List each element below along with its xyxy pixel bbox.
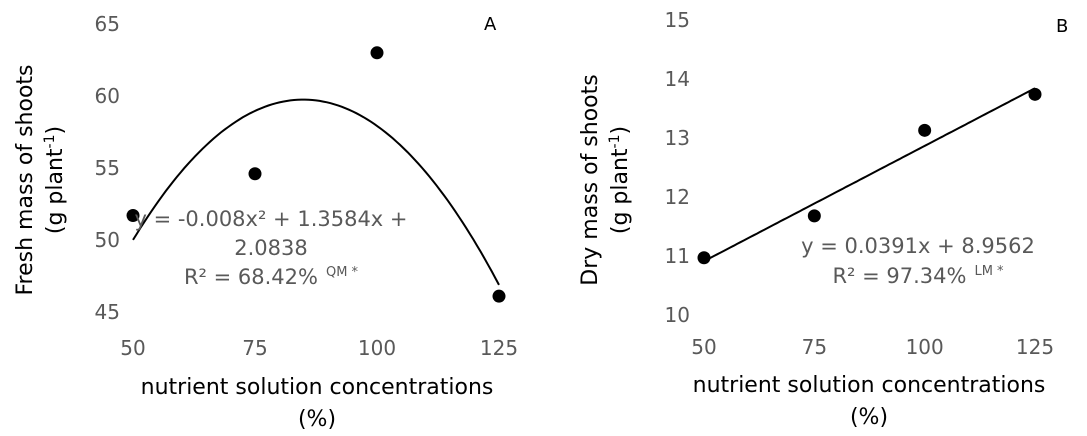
panel-a-x-axis-label-line1: nutrient solution concentrations bbox=[141, 375, 494, 400]
panel-b-x-axis-label-line2: (%) bbox=[850, 405, 888, 430]
panel-b-y-tick-label: 15 bbox=[665, 8, 690, 32]
panel-a-y-tick-label: 55 bbox=[95, 156, 120, 180]
panel-b-data-point bbox=[918, 123, 932, 137]
panel-b-r2-value: R² = 97.34% bbox=[832, 264, 966, 288]
panel-a-equation-line1: y = -0.008x² + 1.3584x + bbox=[134, 207, 407, 231]
panel-b-x-tick-label: 125 bbox=[1016, 335, 1054, 359]
panel-b-x-tick-label: 100 bbox=[906, 335, 944, 359]
panel-b-y-tick-label: 12 bbox=[665, 185, 690, 209]
panel-b-y-axis-unit-text: (g plant bbox=[608, 148, 633, 234]
panel-b-x-ticks: 50 75 100 125 bbox=[691, 335, 1054, 359]
panel-a-x-tick-label: 125 bbox=[480, 336, 518, 360]
panel-b-label: B bbox=[1056, 16, 1068, 37]
panel-b-x-axis-label-line1: nutrient solution concentrations bbox=[693, 373, 1046, 398]
panel-b-r2-note: LM * bbox=[974, 264, 1004, 279]
panel-a-data-point bbox=[492, 289, 506, 303]
panel-a-x-tick-label: 75 bbox=[242, 336, 267, 360]
panel-b-r2: R² = 97.34% LM * bbox=[832, 264, 1004, 288]
panel-a-x-axis-label-line2: (%) bbox=[298, 407, 336, 432]
panel-a-y-axis-label: Fresh mass of shoots bbox=[13, 65, 38, 296]
panel-a-y-axis-label-line1: Fresh mass of shoots bbox=[13, 65, 38, 296]
panel-b-y-tick-label: 11 bbox=[665, 244, 690, 268]
panel-b-y-axis-label: Dry mass of shoots bbox=[578, 74, 603, 285]
panel-a-r2-note: QM * bbox=[326, 265, 359, 280]
panel-b: 10 11 12 13 14 15 50 75 100 125 B Dry mass of sh… bbox=[578, 8, 1068, 430]
panel-b-y-tick-label: 14 bbox=[665, 67, 690, 91]
panel-b-y-axis-label-line1: Dry mass of shoots bbox=[578, 74, 603, 285]
panel-a-data-point bbox=[248, 167, 262, 181]
panel-b-data-point bbox=[697, 251, 711, 265]
panel-a-x-ticks: 50 75 100 125 bbox=[120, 336, 518, 360]
panel-a-y-tick-label: 50 bbox=[95, 228, 120, 252]
panel-b-data-point bbox=[807, 209, 821, 223]
panel-b-y-tick-label: 13 bbox=[665, 126, 690, 150]
panel-a-y-tick-label: 60 bbox=[95, 84, 120, 108]
panel-a-data-point bbox=[126, 209, 140, 223]
panel-a-y-axis-unit-text: (g plant bbox=[43, 148, 68, 234]
panel-a-y-ticks: 45 50 55 60 65 bbox=[95, 12, 120, 324]
panel-a-label: A bbox=[484, 14, 497, 35]
panel-a-y-axis-unit-sup: -1 bbox=[42, 134, 58, 148]
panel-a-y-axis-label-unit: (g plant-1) bbox=[42, 126, 68, 234]
panel-b-x-tick-label: 75 bbox=[802, 335, 827, 359]
panel-a-r2-value: R² = 68.42% bbox=[184, 265, 318, 289]
panel-b-y-ticks: 10 11 12 13 14 15 bbox=[665, 8, 690, 327]
panel-a-y-tick-label: 65 bbox=[95, 12, 120, 36]
panel-a-y-tick-label: 45 bbox=[95, 300, 120, 324]
panel-b-trendline bbox=[703, 87, 1036, 263]
panel-a-r2: R² = 68.42% QM * bbox=[184, 265, 359, 289]
panel-b-y-axis-label-unit: (g plant-1) bbox=[607, 126, 633, 234]
panel-b-data-point bbox=[1028, 87, 1042, 101]
panel-a-x-tick-label: 100 bbox=[358, 336, 396, 360]
panel-a-data-point bbox=[370, 46, 384, 60]
panel-b-points bbox=[697, 87, 1042, 265]
panel-a-y-axis-unit-close: ) bbox=[43, 126, 68, 135]
panel-b-y-axis-unit-sup: -1 bbox=[607, 134, 623, 148]
panel-b-equation: y = 0.0391x + 8.9562 bbox=[801, 234, 1035, 258]
panel-a-equation-line2: 2.0838 bbox=[234, 236, 307, 260]
panel-a-trendline bbox=[132, 98, 500, 286]
panel-a-points bbox=[126, 46, 506, 303]
panel-b-y-tick-label: 10 bbox=[665, 303, 690, 327]
panel-b-y-axis-unit-close: ) bbox=[608, 126, 633, 135]
panel-a-x-tick-label: 50 bbox=[120, 336, 145, 360]
panel-b-x-tick-label: 50 bbox=[691, 335, 716, 359]
